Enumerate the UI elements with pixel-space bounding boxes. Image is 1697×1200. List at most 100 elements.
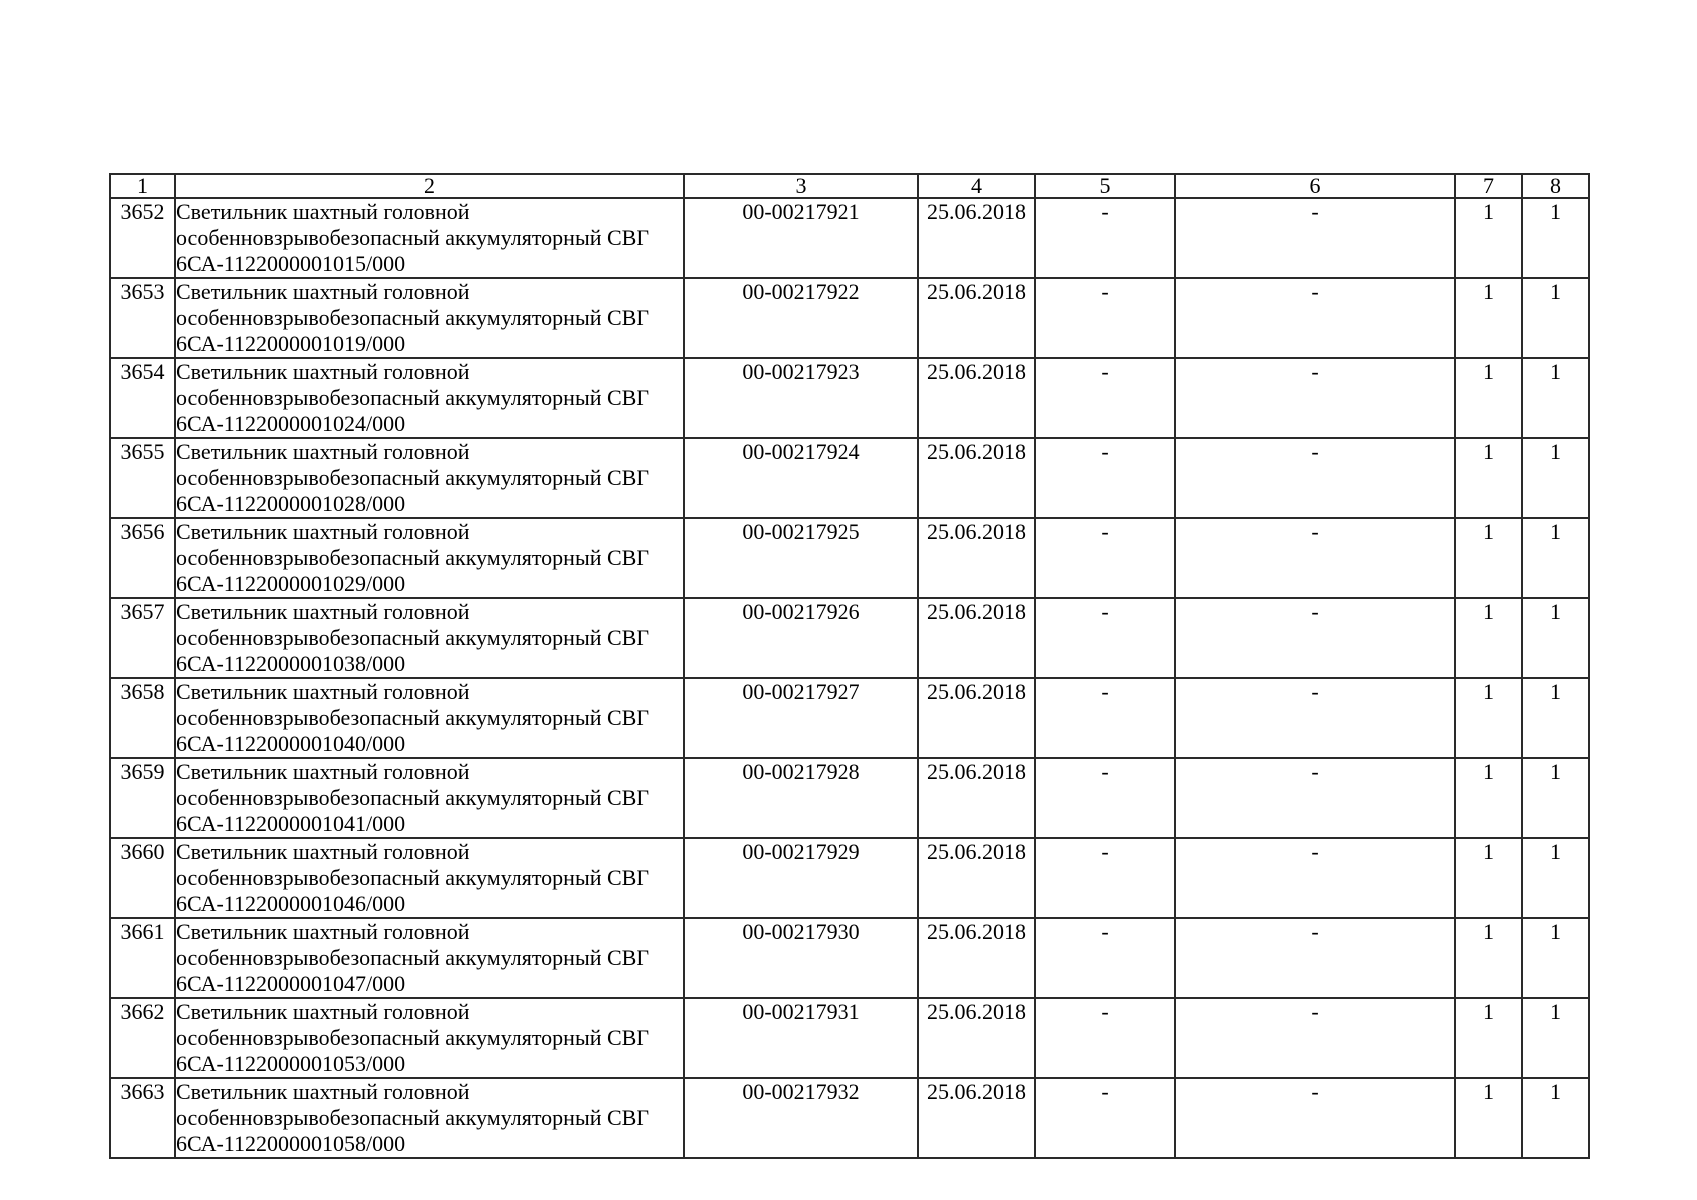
column-header: 2: [174, 173, 685, 199]
quantity2-cell: 1: [1521, 277, 1590, 359]
document-code-cell: 00-00217932: [683, 1077, 919, 1159]
column6-cell: -: [1174, 357, 1456, 439]
column5-cell: -: [1034, 357, 1176, 439]
quantity2-cell: 1: [1521, 357, 1590, 439]
document-code-cell: 00-00217929: [683, 837, 919, 919]
item-description-cell: Светильник шахтный головной особенновзры…: [174, 437, 685, 519]
document-code-cell: 00-00217931: [683, 997, 919, 1079]
quantity-cell: 1: [1454, 197, 1523, 279]
quantity2-cell: 1: [1521, 997, 1590, 1079]
item-description-cell: Светильник шахтный головной особенновзры…: [174, 277, 685, 359]
column-header: 8: [1521, 173, 1590, 199]
column6-cell: -: [1174, 677, 1456, 759]
table-row: 3657 Светильник шахтный головной особенно…: [109, 597, 1590, 679]
quantity2-cell: 1: [1521, 197, 1590, 279]
document-code-cell: 00-00217926: [683, 597, 919, 679]
table-row: 3653 Светильник шахтный головной особенно…: [109, 277, 1590, 359]
table-row: 3663 Светильник шахтный головной особенно…: [109, 1077, 1590, 1159]
quantity2-cell: 1: [1521, 837, 1590, 919]
date-cell: 25.06.2018: [917, 677, 1036, 759]
date-cell: 25.06.2018: [917, 1077, 1036, 1159]
table-row: 3655 Светильник шахтный головной особенно…: [109, 437, 1590, 519]
date-cell: 25.06.2018: [917, 277, 1036, 359]
document-code-cell: 00-00217922: [683, 277, 919, 359]
column-header: 5: [1034, 173, 1176, 199]
date-cell: 25.06.2018: [917, 837, 1036, 919]
table-row: 3652 Светильник шахтный головной особенно…: [109, 197, 1590, 279]
table-row: 3656 Светильник шахтный головной особенно…: [109, 517, 1590, 599]
row-number-cell: 3660: [109, 837, 176, 919]
column5-cell: -: [1034, 677, 1176, 759]
item-description-cell: Светильник шахтный головной особенновзры…: [174, 517, 685, 599]
item-description-cell: Светильник шахтный головной особенновзры…: [174, 677, 685, 759]
item-description-cell: Светильник шахтный головной особенновзры…: [174, 597, 685, 679]
column5-cell: -: [1034, 917, 1176, 999]
document-code-cell: 00-00217928: [683, 757, 919, 839]
column6-cell: -: [1174, 757, 1456, 839]
table-body: 3652 Светильник шахтный головной особенно…: [109, 197, 1590, 1159]
quantity-cell: 1: [1454, 437, 1523, 519]
column6-cell: -: [1174, 517, 1456, 599]
quantity2-cell: 1: [1521, 757, 1590, 839]
column5-cell: -: [1034, 837, 1176, 919]
quantity-cell: 1: [1454, 1077, 1523, 1159]
table-row: 3658 Светильник шахтный головной особенно…: [109, 677, 1590, 759]
column6-cell: -: [1174, 917, 1456, 999]
document-code-cell: 00-00217924: [683, 437, 919, 519]
row-number-cell: 3658: [109, 677, 176, 759]
date-cell: 25.06.2018: [917, 997, 1036, 1079]
table-row: 3662 Светильник шахтный головной особенно…: [109, 997, 1590, 1079]
table-row: 3660 Светильник шахтный головной особенно…: [109, 837, 1590, 919]
row-number-cell: 3656: [109, 517, 176, 599]
column-header: 6: [1174, 173, 1456, 199]
quantity2-cell: 1: [1521, 1077, 1590, 1159]
column6-cell: -: [1174, 997, 1456, 1079]
column-header: 3: [683, 173, 919, 199]
table-row: 3659 Светильник шахтный головной особенно…: [109, 757, 1590, 839]
row-number-cell: 3654: [109, 357, 176, 439]
quantity2-cell: 1: [1521, 597, 1590, 679]
item-description-cell: Светильник шахтный головной особенновзры…: [174, 837, 685, 919]
column6-cell: -: [1174, 597, 1456, 679]
date-cell: 25.06.2018: [917, 517, 1036, 599]
quantity-cell: 1: [1454, 757, 1523, 839]
document-code-cell: 00-00217925: [683, 517, 919, 599]
column5-cell: -: [1034, 997, 1176, 1079]
date-cell: 25.06.2018: [917, 197, 1036, 279]
quantity2-cell: 1: [1521, 917, 1590, 999]
quantity-cell: 1: [1454, 517, 1523, 599]
date-cell: 25.06.2018: [917, 437, 1036, 519]
row-number-cell: 3659: [109, 757, 176, 839]
column-header: 1: [109, 173, 176, 199]
column5-cell: -: [1034, 1077, 1176, 1159]
row-number-cell: 3662: [109, 997, 176, 1079]
item-description-cell: Светильник шахтный головной особенновзры…: [174, 917, 685, 999]
column-header: 4: [917, 173, 1036, 199]
quantity-cell: 1: [1454, 837, 1523, 919]
row-number-cell: 3657: [109, 597, 176, 679]
column6-cell: -: [1174, 437, 1456, 519]
quantity2-cell: 1: [1521, 437, 1590, 519]
column6-cell: -: [1174, 837, 1456, 919]
column6-cell: -: [1174, 197, 1456, 279]
column5-cell: -: [1034, 277, 1176, 359]
column5-cell: -: [1034, 197, 1176, 279]
date-cell: 25.06.2018: [917, 597, 1036, 679]
document-code-cell: 00-00217930: [683, 917, 919, 999]
row-number-cell: 3663: [109, 1077, 176, 1159]
column-header: 7: [1454, 173, 1523, 199]
quantity-cell: 1: [1454, 277, 1523, 359]
quantity2-cell: 1: [1521, 677, 1590, 759]
item-description-cell: Светильник шахтный головной особенновзры…: [174, 757, 685, 839]
table-row: 3661 Светильник шахтный головной особенно…: [109, 917, 1590, 999]
document-code-cell: 00-00217927: [683, 677, 919, 759]
item-description-cell: Светильник шахтный головной особенновзры…: [174, 197, 685, 279]
quantity2-cell: 1: [1521, 517, 1590, 599]
date-cell: 25.06.2018: [917, 357, 1036, 439]
quantity-cell: 1: [1454, 917, 1523, 999]
column5-cell: -: [1034, 517, 1176, 599]
column5-cell: -: [1034, 757, 1176, 839]
